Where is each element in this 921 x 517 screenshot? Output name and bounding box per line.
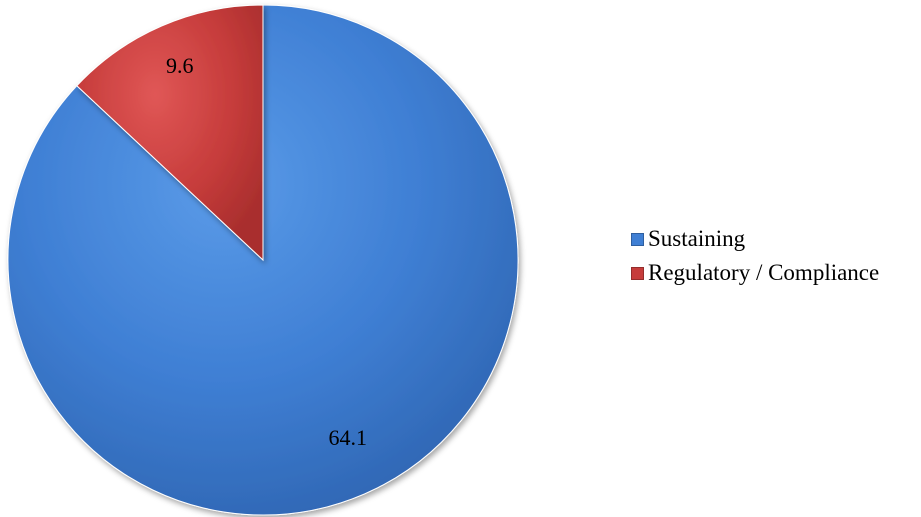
legend-label-regulatory-compliance: Regulatory / Compliance bbox=[648, 260, 880, 285]
data-label-sustaining: 64.1 bbox=[328, 425, 367, 450]
legend-swatch-sustaining bbox=[631, 232, 644, 246]
pie-slices bbox=[7, 4, 519, 516]
pie-data-labels: 64.1 9.6 bbox=[166, 53, 367, 450]
legend-label-sustaining: Sustaining bbox=[648, 226, 746, 251]
legend: Sustaining Regulatory / Compliance bbox=[631, 222, 879, 290]
data-label-regulatory-compliance: 9.6 bbox=[166, 53, 194, 78]
pie-slice-regulatory-compliance bbox=[76, 4, 264, 262]
legend-item-regulatory-compliance: Regulatory / Compliance bbox=[631, 256, 879, 290]
legend-swatch-regulatory-compliance bbox=[631, 266, 644, 280]
legend-item-sustaining: Sustaining bbox=[631, 222, 879, 256]
